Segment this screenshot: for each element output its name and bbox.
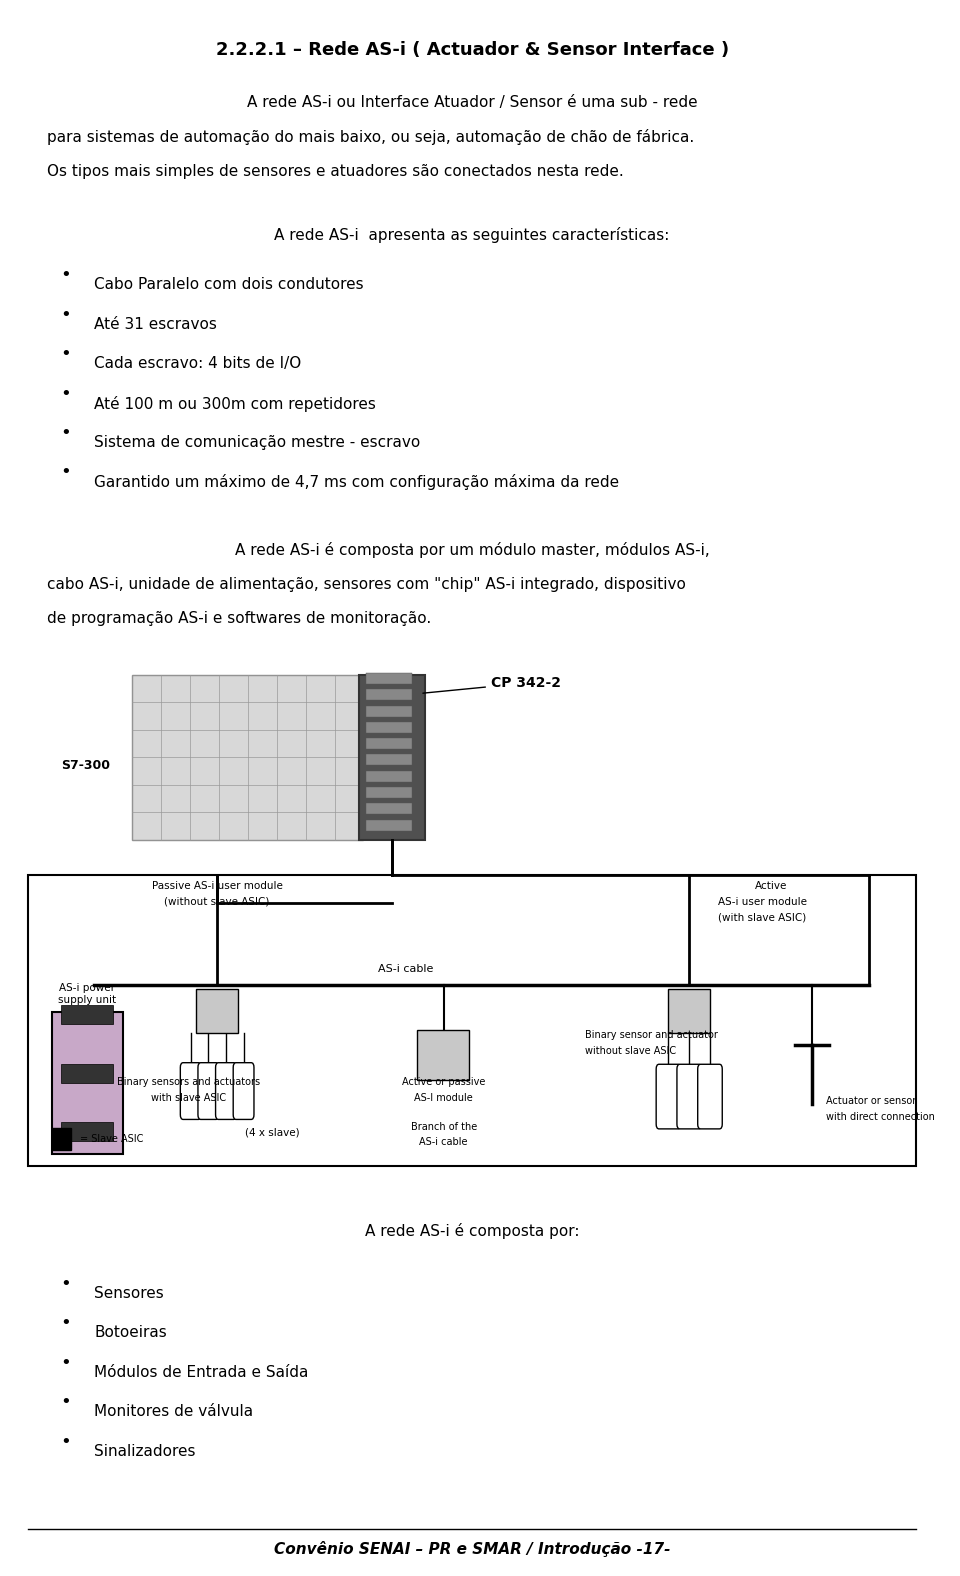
Text: •: • <box>60 1314 71 1332</box>
Text: = Slave ASIC: = Slave ASIC <box>81 1135 144 1144</box>
Bar <box>196 988 238 1032</box>
Text: (4 x slave): (4 x slave) <box>246 1127 300 1138</box>
Text: Branch of the: Branch of the <box>411 1122 477 1132</box>
Bar <box>367 689 412 700</box>
Bar <box>132 675 364 840</box>
Text: Sensores: Sensores <box>94 1286 164 1302</box>
Text: S7-300: S7-300 <box>61 760 110 772</box>
Text: AS-i cable: AS-i cable <box>420 1138 468 1147</box>
Text: A rede AS-i  apresenta as seguintes características:: A rede AS-i apresenta as seguintes carac… <box>275 227 670 243</box>
Text: para sistemas de automação do mais baixo, ou seja, automação de chão de fábrica.: para sistemas de automação do mais baixo… <box>47 129 694 145</box>
Bar <box>367 673 412 684</box>
Text: Actuator or sensor: Actuator or sensor <box>827 1097 917 1106</box>
FancyBboxPatch shape <box>677 1064 702 1128</box>
FancyBboxPatch shape <box>698 1064 722 1128</box>
Bar <box>52 1012 123 1154</box>
Bar <box>668 988 710 1032</box>
Bar <box>418 1029 469 1080</box>
Text: Módulos de Entrada e Saída: Módulos de Entrada e Saída <box>94 1365 309 1381</box>
Text: 2.2.2.1 – Rede AS-i ( Actuador & Sensor Interface ): 2.2.2.1 – Rede AS-i ( Actuador & Sensor … <box>215 41 729 58</box>
Text: •: • <box>60 385 71 402</box>
Bar <box>61 1064 113 1083</box>
Bar <box>52 1128 71 1150</box>
Text: •: • <box>60 463 71 481</box>
Text: A rede AS-i é composta por um módulo master, módulos AS-i,: A rede AS-i é composta por um módulo mas… <box>234 542 709 558</box>
Text: de programação AS-i e softwares de monitoração.: de programação AS-i e softwares de monit… <box>47 611 431 627</box>
Text: CP 342-2: CP 342-2 <box>423 676 561 693</box>
Text: Sistema de comunicação mestre - escravo: Sistema de comunicação mestre - escravo <box>94 435 420 451</box>
Text: AS-I module: AS-I module <box>415 1094 473 1103</box>
Text: Botoeiras: Botoeiras <box>94 1325 167 1341</box>
Text: AS-i user module: AS-i user module <box>717 897 806 906</box>
Text: •: • <box>60 1354 71 1371</box>
Text: •: • <box>60 1433 71 1450</box>
Bar <box>367 786 412 797</box>
Text: A rede AS-i é composta por:: A rede AS-i é composta por: <box>365 1223 579 1239</box>
Text: •: • <box>60 424 71 441</box>
Bar <box>367 755 412 766</box>
Text: •: • <box>60 345 71 362</box>
Text: cabo AS-i, unidade de alimentação, sensores com "chip" AS-i integrado, dispositi: cabo AS-i, unidade de alimentação, senso… <box>47 577 686 593</box>
Text: supply unit: supply unit <box>59 996 116 1005</box>
Text: •: • <box>60 266 71 284</box>
Bar <box>29 875 916 1166</box>
Text: (without slave ASIC): (without slave ASIC) <box>164 897 270 906</box>
FancyBboxPatch shape <box>198 1062 219 1119</box>
Text: with slave ASIC: with slave ASIC <box>152 1094 227 1103</box>
Bar <box>367 804 412 815</box>
Bar <box>367 771 412 782</box>
Text: AS-i cable: AS-i cable <box>378 965 434 974</box>
Bar <box>367 706 412 717</box>
Text: with direct connection: with direct connection <box>827 1113 935 1122</box>
Bar <box>359 675 425 840</box>
Text: A rede AS-i ou Interface Atuador / Sensor é uma sub - rede: A rede AS-i ou Interface Atuador / Senso… <box>247 95 697 110</box>
Text: Monitores de válvula: Monitores de válvula <box>94 1404 253 1420</box>
Text: Active: Active <box>756 881 787 890</box>
Text: Os tipos mais simples de sensores e atuadores são conectados nesta rede.: Os tipos mais simples de sensores e atua… <box>47 164 624 180</box>
FancyBboxPatch shape <box>657 1064 681 1128</box>
Text: •: • <box>60 1393 71 1411</box>
Bar <box>61 1005 113 1024</box>
Bar <box>61 1122 113 1141</box>
Text: Cada escravo: 4 bits de I/O: Cada escravo: 4 bits de I/O <box>94 356 301 372</box>
Text: Binary sensors and actuators: Binary sensors and actuators <box>117 1078 260 1087</box>
Text: Até 100 m ou 300m com repetidores: Até 100 m ou 300m com repetidores <box>94 396 376 411</box>
Text: Até 31 escravos: Até 31 escravos <box>94 317 217 333</box>
FancyBboxPatch shape <box>180 1062 201 1119</box>
Text: (with slave ASIC): (with slave ASIC) <box>717 913 805 922</box>
Bar <box>367 820 412 831</box>
Text: •: • <box>60 306 71 323</box>
Text: Convênio SENAI – PR e SMAR / Introdução -17-: Convênio SENAI – PR e SMAR / Introdução … <box>274 1541 670 1557</box>
Bar <box>367 738 412 749</box>
Bar <box>367 722 412 733</box>
Text: Passive AS-i user module: Passive AS-i user module <box>152 881 282 890</box>
Text: Active or passive: Active or passive <box>402 1078 486 1087</box>
Text: AS-i power: AS-i power <box>60 983 115 993</box>
FancyBboxPatch shape <box>216 1062 236 1119</box>
Text: Cabo Paralelo com dois condutores: Cabo Paralelo com dois condutores <box>94 277 364 293</box>
Text: Sinalizadores: Sinalizadores <box>94 1444 196 1459</box>
Text: Binary sensor and actuator: Binary sensor and actuator <box>586 1031 718 1040</box>
Text: •: • <box>60 1275 71 1292</box>
Text: Garantido um máximo de 4,7 ms com configuração máxima da rede: Garantido um máximo de 4,7 ms com config… <box>94 474 619 490</box>
Text: without slave ASIC: without slave ASIC <box>586 1046 677 1056</box>
FancyBboxPatch shape <box>233 1062 254 1119</box>
